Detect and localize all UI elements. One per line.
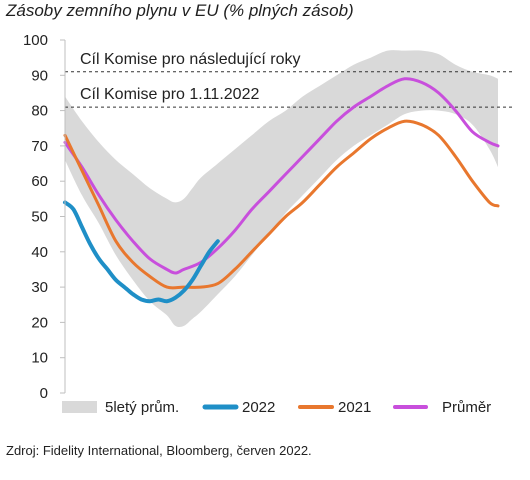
y-tick-label-10: 10 bbox=[31, 350, 48, 367]
series-line-2021 bbox=[63, 119, 500, 290]
source-note: Zdroj: Fidelity International, Bloomberg… bbox=[6, 443, 312, 458]
chart-area: Cíl Komise pro následující roky Cíl Komis… bbox=[23, 32, 512, 416]
y-tick-label-20: 20 bbox=[31, 314, 48, 331]
reference-lines-layer: Cíl Komise pro následující roky Cíl Komis… bbox=[65, 51, 512, 108]
reference-label-1: Cíl Komise pro následující roky bbox=[80, 51, 301, 68]
y-tick-label-70: 70 bbox=[31, 138, 48, 155]
y-tick-label-30: 30 bbox=[31, 279, 48, 296]
y-tick-label-40: 40 bbox=[31, 244, 48, 261]
legend-label-2021: 2021 bbox=[338, 399, 371, 416]
legend-label-2022: 2022 bbox=[242, 399, 275, 416]
y-tick-label-80: 80 bbox=[31, 103, 48, 120]
five-year-range-band bbox=[65, 50, 498, 328]
y-tick-label-50: 50 bbox=[31, 209, 48, 226]
legend-label-Průměr: Průměr bbox=[442, 399, 491, 416]
y-tick-label-90: 90 bbox=[31, 67, 48, 84]
series-layer bbox=[63, 77, 500, 304]
series-line-2022 bbox=[63, 200, 220, 304]
y-axis: 0 10 20 30 40 50 60 70 80 90 100 bbox=[23, 32, 66, 402]
five-year-band-layer bbox=[65, 50, 498, 328]
series-line-Průměr bbox=[63, 77, 500, 275]
legend: 5letý prům. 2022 2021 Průměr bbox=[62, 399, 491, 416]
y-tick-label-0: 0 bbox=[40, 385, 48, 402]
legend-swatch-band bbox=[62, 401, 97, 413]
chart-title: Zásoby zemního plynu v EU (% plných záso… bbox=[6, 1, 354, 20]
legend-label-band: 5letý prům. bbox=[105, 399, 179, 416]
y-tick-label-60: 60 bbox=[31, 173, 48, 190]
reference-label-2: Cíl Komise pro 1.11.2022 bbox=[80, 86, 259, 103]
y-tick-label-100: 100 bbox=[23, 32, 48, 49]
